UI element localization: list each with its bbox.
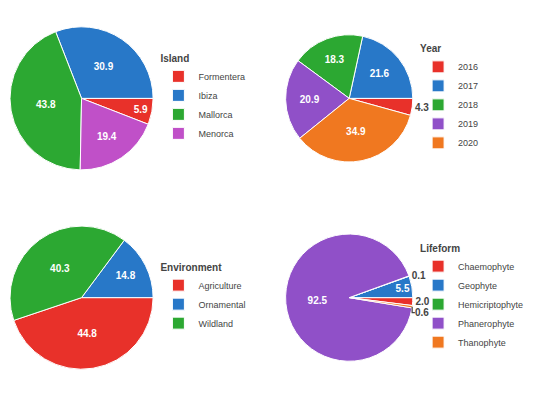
svg-text:21.6: 21.6 (370, 68, 390, 79)
svg-text:19.4: 19.4 (97, 131, 117, 142)
svg-text:20.9: 20.9 (300, 94, 320, 105)
svg-text:2018: 2018 (458, 100, 478, 110)
svg-text:Year: Year (420, 43, 441, 54)
svg-text:2.0: 2.0 (415, 296, 429, 307)
svg-text:2016: 2016 (458, 62, 478, 72)
svg-text:92.5: 92.5 (308, 295, 328, 306)
svg-text:Ibiza: Ibiza (198, 91, 217, 101)
svg-text:30.9: 30.9 (94, 61, 114, 72)
svg-text:Wildland: Wildland (198, 319, 233, 329)
svg-text:2017: 2017 (458, 81, 478, 91)
svg-text:Chaemophyte: Chaemophyte (458, 262, 514, 272)
svg-text:Formentera: Formentera (198, 72, 245, 82)
svg-text:4.3: 4.3 (415, 102, 429, 113)
svg-text:Thanophyte: Thanophyte (458, 338, 506, 348)
svg-text:44.8: 44.8 (77, 328, 97, 339)
svg-text:Ornamental: Ornamental (198, 300, 245, 310)
svg-text:Agriculture: Agriculture (198, 281, 241, 291)
svg-text:2020: 2020 (458, 138, 478, 148)
svg-text:2019: 2019 (458, 119, 478, 129)
svg-text:18.3: 18.3 (325, 54, 345, 65)
svg-text:34.9: 34.9 (346, 126, 366, 137)
svg-text:Environment: Environment (160, 262, 222, 273)
svg-text:Lifeform: Lifeform (420, 243, 460, 254)
svg-text:5.5: 5.5 (396, 283, 410, 294)
svg-text:5.9: 5.9 (134, 104, 148, 115)
svg-text:Mallorca: Mallorca (198, 110, 232, 120)
svg-text:0.1: 0.1 (412, 270, 426, 281)
svg-text:Phanerophyte: Phanerophyte (458, 319, 514, 329)
svg-text:0.6: 0.6 (415, 307, 429, 318)
svg-text:Island: Island (160, 53, 189, 64)
svg-text:Menorca: Menorca (198, 129, 233, 139)
svg-text:Hemicriptophyte: Hemicriptophyte (458, 300, 523, 310)
svg-text:43.8: 43.8 (36, 99, 56, 110)
svg-text:Geophyte: Geophyte (458, 281, 497, 291)
svg-text:14.8: 14.8 (116, 270, 136, 281)
svg-text:40.3: 40.3 (50, 263, 70, 274)
